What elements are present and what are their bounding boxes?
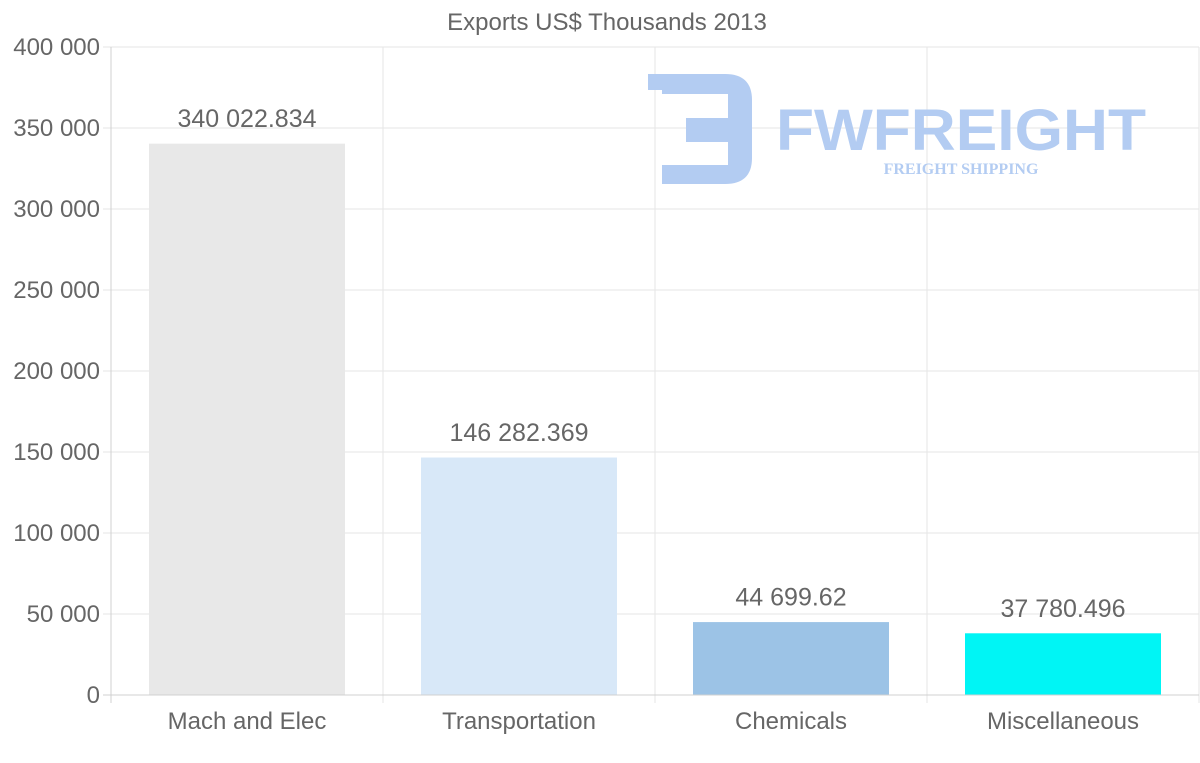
bar[interactable] bbox=[693, 622, 889, 696]
value-labels: 340 022.834 146 282.369 44 699.62 37 780.49… bbox=[177, 105, 1125, 623]
y-tick-label: 50 000 bbox=[27, 601, 100, 628]
y-tick-label: 200 000 bbox=[13, 358, 100, 385]
logo-brand-text: FWFREIGHT bbox=[776, 98, 1146, 163]
y-axis: 0 50 000 100 000 150 000 200 000 250 000 300 0… bbox=[13, 34, 112, 709]
bars bbox=[149, 143, 1161, 696]
x-tick-label: Transportation bbox=[442, 708, 596, 735]
x-tick-label: Chemicals bbox=[735, 708, 847, 735]
bar-value-label: 340 022.834 bbox=[177, 105, 316, 133]
y-tick-label: 250 000 bbox=[13, 277, 100, 304]
logo-tagline-text: FREIGHT SHIPPING bbox=[884, 161, 1039, 178]
fwfreight-logo: FWFREIGHT FREIGHT SHIPPING bbox=[648, 74, 1146, 184]
y-tick-label: 400 000 bbox=[13, 34, 100, 61]
fwfreight-logo-mark bbox=[648, 74, 752, 184]
x-tick-label: Mach and Elec bbox=[168, 708, 327, 735]
y-tick-label: 0 bbox=[87, 682, 100, 709]
bar-value-label: 37 780.496 bbox=[1000, 595, 1125, 623]
y-tick-label: 100 000 bbox=[13, 520, 100, 547]
bar-value-label: 44 699.62 bbox=[735, 584, 846, 612]
y-tick-label: 350 000 bbox=[13, 115, 100, 142]
bar[interactable] bbox=[965, 633, 1161, 696]
chart-title: Exports US$ Thousands 2013 bbox=[447, 9, 767, 36]
bar[interactable] bbox=[149, 143, 345, 696]
bar-value-label: 146 282.369 bbox=[449, 419, 588, 447]
y-tick-label: 300 000 bbox=[13, 196, 100, 223]
x-axis: Mach and Elec Transportation Chemicals Misc… bbox=[103, 694, 1199, 735]
y-tick-label: 150 000 bbox=[13, 439, 100, 466]
bar[interactable] bbox=[421, 457, 617, 696]
x-tick-label: Miscellaneous bbox=[987, 708, 1139, 735]
